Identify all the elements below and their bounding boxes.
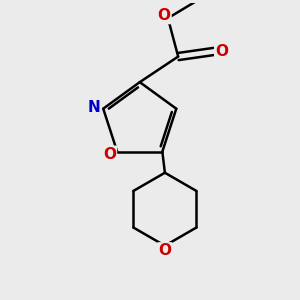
- Text: O: O: [158, 8, 171, 23]
- Text: N: N: [88, 100, 100, 115]
- Text: O: O: [215, 44, 228, 59]
- Text: O: O: [158, 243, 171, 258]
- Text: O: O: [103, 147, 116, 162]
